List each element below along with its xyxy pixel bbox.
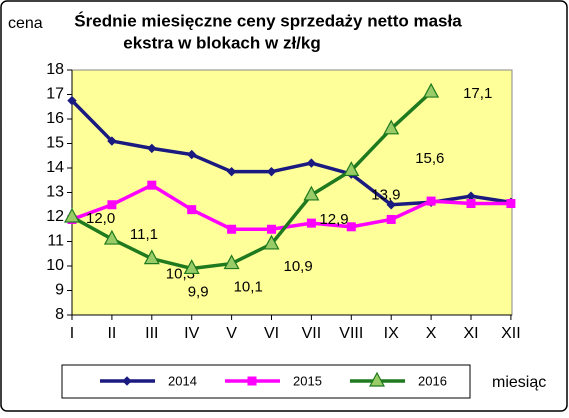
x-tick-label: X	[426, 325, 437, 342]
x-tick-label: III	[145, 325, 158, 342]
y-tick-label: 17	[46, 86, 64, 103]
point	[263, 234, 280, 250]
point	[423, 82, 440, 98]
point	[386, 214, 396, 224]
point	[186, 149, 197, 160]
value-label: 11,1	[130, 226, 158, 243]
x-tick-label: XII	[501, 325, 521, 342]
value-label: 10,9	[284, 258, 313, 275]
x-tick-label: IX	[384, 325, 399, 342]
y-tick-label: 9	[55, 282, 64, 299]
x-tick-label: I	[70, 325, 74, 342]
y-tick-label: 12	[46, 208, 64, 225]
x-tick-label: II	[107, 325, 116, 342]
point	[147, 180, 157, 190]
point	[343, 161, 360, 177]
point	[183, 259, 200, 275]
point	[147, 143, 157, 154]
point	[426, 196, 436, 206]
value-label: 12,9	[319, 211, 348, 228]
chart-title: Średnie miesięczne ceny sprzedaży netto …	[74, 11, 462, 30]
series-line	[71, 183, 511, 231]
x-tick-label: VIII	[339, 325, 363, 342]
y-tick-label: 15	[46, 135, 64, 152]
legend-marker	[247, 376, 257, 386]
point	[67, 95, 77, 106]
y-tick-label: 8	[55, 306, 64, 323]
value-label: 9,9	[188, 283, 209, 300]
point	[63, 207, 81, 223]
y-tick-label: 13	[46, 184, 64, 201]
point	[266, 166, 277, 177]
series-line	[71, 90, 433, 271]
point	[306, 218, 316, 228]
y-tick-label: 16	[46, 110, 64, 127]
legend-label: 2015	[293, 373, 322, 388]
point	[226, 166, 237, 177]
value-label: 10,1	[234, 279, 263, 296]
legend-label: 2014	[168, 373, 197, 388]
x-axis-label: miesiąc	[492, 374, 546, 391]
point	[227, 224, 237, 234]
y-tick-label: 14	[46, 159, 64, 176]
point	[107, 200, 117, 210]
y-tick-label: 18	[46, 61, 64, 78]
chart-title: ekstra w blokach w zł/kg	[123, 33, 320, 52]
point	[346, 222, 356, 232]
legend-label: 2016	[418, 373, 447, 388]
x-tick-label: XI	[463, 325, 478, 342]
point	[306, 158, 317, 168]
point	[187, 205, 197, 215]
y-tick-label: 10	[46, 257, 64, 274]
value-label: 17,1	[463, 85, 492, 102]
legend-marker	[122, 376, 132, 386]
point	[383, 119, 400, 135]
point	[103, 229, 120, 245]
point	[107, 136, 117, 146]
y-axis-label: cena	[8, 15, 43, 32]
x-tick-label: IV	[184, 325, 199, 342]
point	[303, 185, 320, 201]
y-tick-label: 11	[47, 233, 64, 250]
point	[143, 249, 160, 265]
point	[466, 199, 476, 209]
x-tick-label: V	[226, 325, 237, 342]
value-label: 15,6	[415, 150, 444, 167]
point	[223, 254, 240, 270]
point	[386, 200, 396, 210]
value-label: 13,9	[371, 186, 400, 203]
x-tick-label: VI	[264, 325, 279, 342]
value-label: 12,0	[86, 210, 115, 227]
point	[506, 199, 516, 209]
x-tick-label: VII	[302, 325, 322, 342]
point	[267, 224, 276, 234]
legend-marker	[368, 371, 386, 387]
plot-area	[71, 69, 513, 316]
